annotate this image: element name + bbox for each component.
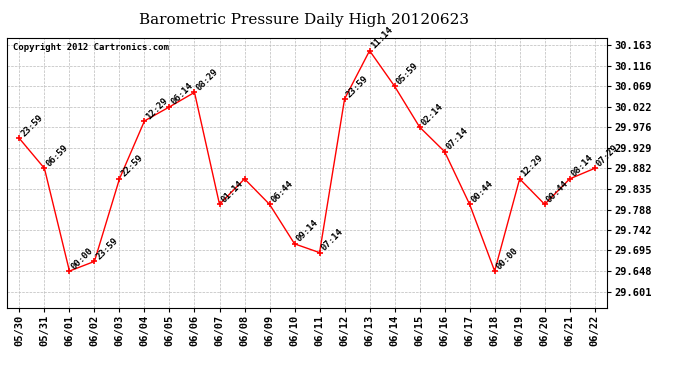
Text: 09:14: 09:14 <box>295 219 320 244</box>
Text: 06:14: 06:14 <box>170 81 195 107</box>
Text: 23:59: 23:59 <box>344 74 370 99</box>
Text: 07:14: 07:14 <box>319 227 345 253</box>
Text: 07:29: 07:29 <box>595 143 620 168</box>
Text: 22:59: 22:59 <box>119 153 145 179</box>
Text: 00:00: 00:00 <box>495 246 520 271</box>
Text: 12:29: 12:29 <box>144 96 170 121</box>
Text: 06:59: 06:59 <box>44 143 70 168</box>
Text: 05:59: 05:59 <box>395 61 420 86</box>
Text: 00:44: 00:44 <box>544 179 570 204</box>
Text: 08:14: 08:14 <box>570 153 595 179</box>
Text: 08:29: 08:29 <box>195 67 220 92</box>
Text: 00:44: 00:44 <box>470 179 495 204</box>
Text: 07:14: 07:14 <box>444 126 470 152</box>
Text: 01:14: 01:14 <box>219 179 245 204</box>
Text: 23:59: 23:59 <box>95 236 120 261</box>
Text: 12:29: 12:29 <box>520 153 545 179</box>
Text: 02:14: 02:14 <box>420 102 445 127</box>
Text: 11:14: 11:14 <box>370 25 395 51</box>
Text: 23:59: 23:59 <box>19 113 45 138</box>
Text: Barometric Pressure Daily High 20120623: Barometric Pressure Daily High 20120623 <box>139 13 469 27</box>
Text: 06:44: 06:44 <box>270 179 295 204</box>
Text: Copyright 2012 Cartronics.com: Copyright 2012 Cartronics.com <box>13 43 169 52</box>
Text: 00:00: 00:00 <box>70 246 95 271</box>
